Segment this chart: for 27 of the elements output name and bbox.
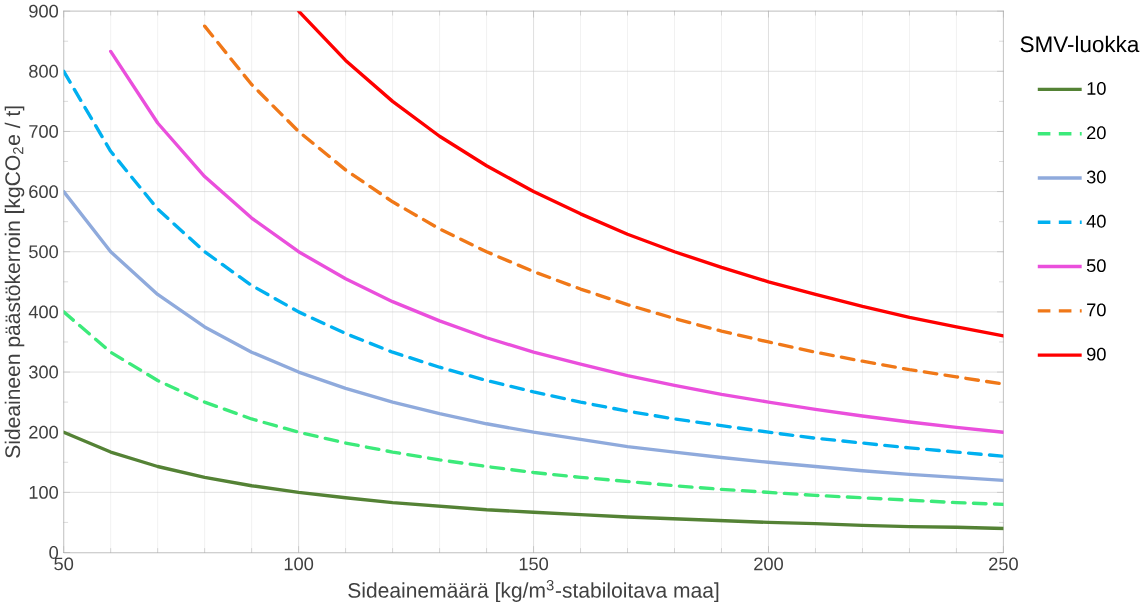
x-tick-label: 200 — [754, 557, 783, 571]
line-series — [296, 11, 1004, 338]
legend-label: 70 — [1087, 303, 1106, 317]
legend-title: SMV-luokka — [1020, 35, 1140, 53]
y-tick-label: 600 — [29, 185, 59, 199]
legend-label: 90 — [1087, 347, 1106, 361]
line-series — [63, 190, 1004, 483]
y-tick-label: 900 — [29, 4, 59, 18]
legend-label: 40 — [1086, 215, 1106, 228]
x-tick-label: 250 — [989, 557, 1018, 571]
y-tick-label: 300 — [29, 365, 59, 379]
y-tick-label: 200 — [29, 425, 59, 439]
y-tick-label: 500 — [29, 245, 59, 259]
x-tick-label: 100 — [284, 557, 314, 571]
legend-label: 30 — [1086, 170, 1106, 184]
x-axis-title: Sideainemäärä [kg/m$^{3}$-stabiloitava maa] — [348, 580, 719, 603]
y-tick-label: 100 — [29, 486, 59, 499]
x-tick-label: 50 — [54, 557, 74, 571]
y-axis-title: Sideaineen päästökerroin [kgCO$_{2}$e / t] — [4, 106, 25, 458]
x-tick-label: 150 — [519, 557, 549, 571]
line-series — [202, 24, 1004, 386]
y-tick-label: 700 — [29, 125, 59, 139]
legend-label: 10 — [1087, 82, 1106, 96]
y-tick-label: 800 — [29, 64, 59, 78]
legend-label: 50 — [1086, 259, 1106, 273]
legend-label: 20 — [1087, 126, 1106, 140]
y-tick-label: 400 — [28, 305, 59, 319]
